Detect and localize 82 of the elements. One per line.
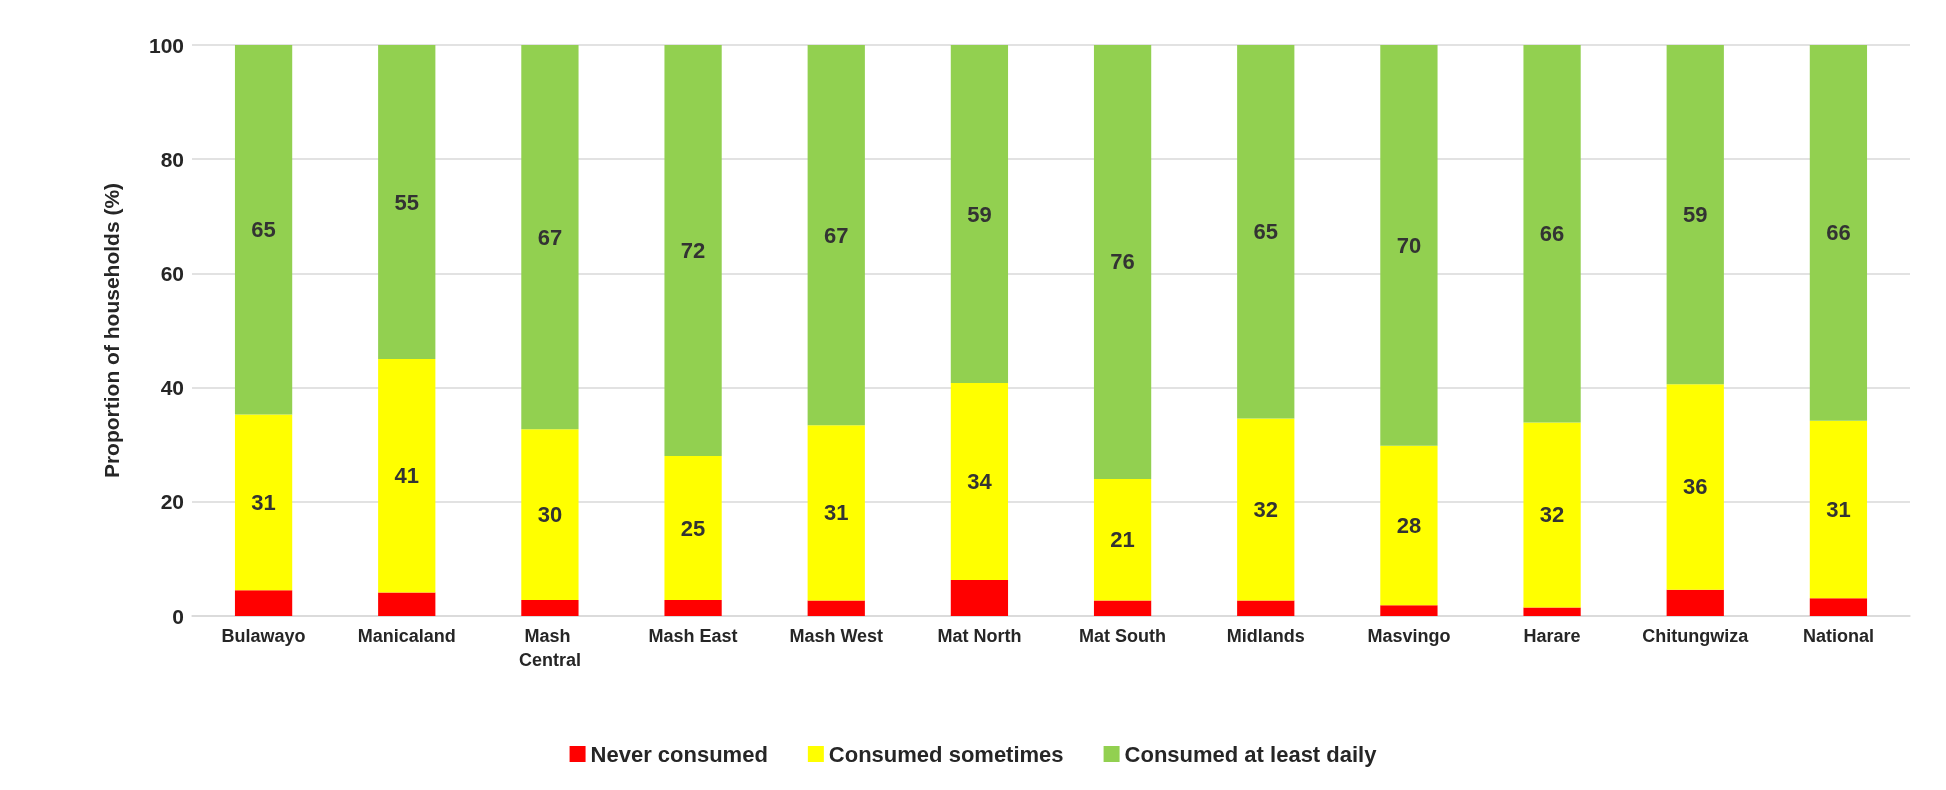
data-label: 59 [1683, 202, 1708, 228]
bar [1380, 445, 1438, 606]
bar [1809, 45, 1868, 421]
legend-label: Never consumed [590, 741, 768, 767]
bar [1666, 589, 1724, 616]
x-tick-label: Midlands [1226, 626, 1305, 646]
x-tick-label: Chitungwiza [1642, 626, 1750, 646]
bar [1093, 600, 1152, 616]
bar [521, 429, 579, 601]
data-label: 31 [251, 489, 276, 515]
data-label: 72 [680, 238, 706, 264]
y-tick-label: 100 [148, 33, 184, 57]
x-tick-label: Manicaland [357, 626, 456, 646]
bar [1809, 598, 1868, 616]
bar [807, 425, 865, 601]
data-label: 32 [1253, 497, 1278, 523]
data-label: 67 [537, 224, 563, 250]
bar [1093, 45, 1152, 479]
bar [1093, 478, 1152, 601]
x-tick-label: Mat North [937, 626, 1022, 646]
bar [521, 600, 579, 616]
data-label: 65 [251, 217, 276, 243]
y-tick-label: 80 [160, 147, 184, 171]
bar [234, 590, 293, 616]
data-label: 65 [1253, 219, 1278, 245]
bar [664, 456, 722, 601]
bar [807, 45, 865, 426]
bar [1666, 384, 1724, 590]
x-tick-label: Harare [1523, 626, 1581, 646]
bar [950, 45, 1009, 384]
x-tick-label: Mash Central [518, 626, 581, 670]
bar [1237, 418, 1295, 601]
bar [234, 45, 293, 415]
data-label: 32 [1539, 502, 1565, 528]
data-label: 76 [1110, 249, 1135, 275]
y-tick-label: 20 [160, 490, 184, 514]
bar [378, 592, 436, 616]
legend-label: Consumed sometimes [828, 741, 1064, 767]
bar [521, 45, 579, 430]
y-tick-label: 0 [172, 604, 184, 628]
data-label: 36 [1683, 474, 1708, 500]
data-label: 28 [1396, 513, 1422, 538]
data-label: 66 [1539, 221, 1565, 247]
data-label: 70 [1396, 232, 1422, 258]
bar [664, 45, 722, 457]
data-label: 25 [680, 515, 706, 541]
bar [378, 45, 436, 360]
bar [1523, 607, 1581, 616]
x-tick-label: National [1802, 626, 1874, 646]
data-label: 30 [537, 502, 563, 528]
data-label: 59 [967, 201, 992, 227]
bar [1380, 605, 1438, 616]
data-label: 55 [394, 189, 419, 215]
x-tick-label: Mash West [789, 626, 884, 646]
bar [950, 383, 1009, 581]
x-tick-label: Mash East [648, 626, 738, 646]
bar [1380, 45, 1438, 446]
bar [807, 600, 865, 616]
bar [234, 414, 293, 591]
y-tick-label: 40 [160, 376, 184, 400]
bar [1237, 600, 1295, 616]
x-tick-label: Bulawayo [221, 626, 306, 646]
bar [950, 580, 1009, 616]
data-label: 41 [394, 463, 419, 489]
bar [1523, 422, 1581, 608]
bar [664, 600, 722, 616]
bar [1809, 420, 1868, 599]
legend-label: Consumed at least daily [1124, 741, 1378, 767]
x-tick-label: Mat South [1079, 626, 1167, 646]
bar [1666, 45, 1724, 385]
y-tick-label: 60 [160, 261, 184, 285]
data-label: 66 [1826, 220, 1851, 246]
data-label: 31 [824, 500, 849, 526]
bar [378, 359, 436, 593]
data-label: 67 [824, 222, 849, 248]
y-axis-title: Proportion of households (%) [100, 182, 123, 479]
data-label: 21 [1110, 527, 1135, 553]
data-label: 34 [967, 469, 993, 495]
bar [1237, 45, 1295, 419]
data-label: 31 [1826, 497, 1851, 523]
x-tick-label: Masvingo [1367, 626, 1451, 646]
bar [1523, 45, 1581, 423]
